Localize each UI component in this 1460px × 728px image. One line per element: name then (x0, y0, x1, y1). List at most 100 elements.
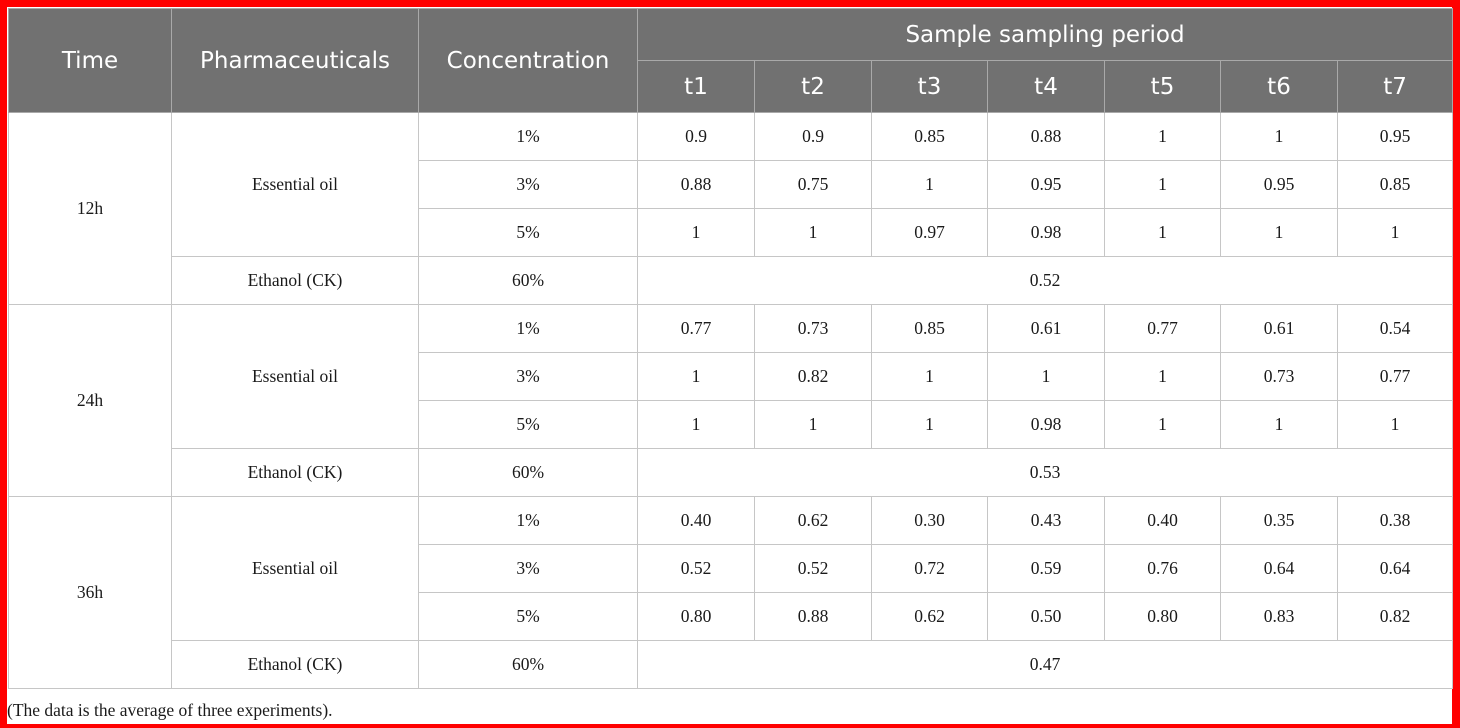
treatment-cell: Essential oil (171, 112, 419, 257)
value-cell: 1 (1104, 400, 1221, 449)
value-cell: 1 (637, 208, 755, 257)
time-cell: 36h (8, 496, 172, 689)
value-cell: 0.52 (754, 544, 872, 593)
value-cell: 1 (1220, 112, 1338, 161)
concentration-cell: 5% (418, 208, 638, 257)
table-row: 5% 0.80 0.88 0.62 0.50 0.80 0.83 0.82 (9, 592, 1454, 641)
table-header: Time Pharmaceuticals Concentration Sampl… (8, 8, 1454, 113)
table-row: 3% 0.88 0.75 1 0.95 1 0.95 0.85 (9, 160, 1454, 209)
value-cell: 1 (637, 352, 755, 401)
value-cell: 0.80 (1104, 592, 1221, 641)
value-cell: 0.73 (1220, 352, 1338, 401)
control-value-cell: 0.53 (636, 448, 1454, 497)
value-cell: 0.64 (1220, 544, 1338, 593)
value-cell: 0.40 (1104, 496, 1221, 545)
value-cell: 0.97 (871, 208, 988, 257)
value-cell: 0.80 (637, 592, 755, 641)
control-row: Ethanol (CK) 60% 0.52 (9, 256, 1454, 305)
table-footnote: (The data is the average of three experi… (7, 700, 333, 720)
value-cell: 1 (637, 400, 755, 449)
value-cell: 0.83 (1220, 592, 1338, 641)
value-cell: 0.82 (754, 352, 872, 401)
concentration-cell: 1% (418, 304, 638, 353)
header-row-periods: t1 t2 t3 t4 t5 t6 t7 (9, 60, 1454, 113)
concentration-cell: 3% (418, 544, 638, 593)
table-row: 36h Essential oil 1% 0.40 0.62 0.30 0.43… (8, 496, 1454, 689)
treatment-cell: Essential oil (171, 496, 419, 641)
value-cell: 0.77 (1336, 352, 1454, 401)
control-name-cell: Ethanol (CK) (171, 448, 419, 497)
header-period-t2: t2 (754, 60, 872, 113)
value-cell: 0.76 (1104, 544, 1221, 593)
value-cell: 0.98 (987, 208, 1105, 257)
time-cell: 12h (8, 112, 172, 305)
value-cell: 0.82 (1336, 592, 1454, 641)
control-concentration-cell: 60% (418, 256, 638, 305)
value-cell: 0.59 (987, 544, 1105, 593)
control-value-cell: 0.47 (636, 640, 1454, 689)
concentration-cell: 3% (418, 160, 638, 209)
table-body: 12h Essential oil 1% 0.9 0.9 0.85 0.88 1… (8, 112, 1454, 689)
value-cell: 0.75 (754, 160, 872, 209)
header-sampling-period: Sample sampling period (636, 8, 1454, 61)
value-cell: 0.62 (871, 592, 988, 641)
header-time: Time (8, 8, 172, 113)
control-name-cell: Ethanol (CK) (171, 256, 419, 305)
value-cell: 0.9 (637, 112, 755, 161)
value-cell: 0.85 (871, 112, 988, 161)
value-cell: 0.88 (987, 112, 1105, 161)
control-row: Ethanol (CK) 60% 0.53 (9, 448, 1454, 497)
table-row: 12h Essential oil 1% 0.9 0.9 0.85 0.88 1… (8, 112, 1454, 305)
value-cell: 0.43 (987, 496, 1105, 545)
header-concentration: Concentration (418, 8, 638, 113)
value-cell: 0.9 (754, 112, 872, 161)
header-period-t4: t4 (987, 60, 1105, 113)
value-cell: 0.88 (637, 160, 755, 209)
value-cell: 1 (871, 352, 988, 401)
value-cell: 1 (1104, 160, 1221, 209)
value-cell: 1 (754, 400, 872, 449)
treatment-cell: Essential oil (171, 304, 419, 449)
control-concentration-cell: 60% (418, 640, 638, 689)
value-cell: 0.77 (1104, 304, 1221, 353)
header-row-top: Time Pharmaceuticals Concentration Sampl… (8, 8, 1454, 113)
control-value-cell: 0.52 (636, 256, 1454, 305)
data-table: Time Pharmaceuticals Concentration Sampl… (8, 8, 1454, 689)
value-cell: 0.62 (754, 496, 872, 545)
header-period-t7: t7 (1336, 60, 1454, 113)
control-row: Ethanol (CK) 60% 0.47 (9, 640, 1454, 689)
control-name-cell: Ethanol (CK) (171, 640, 419, 689)
header-period-t5: t5 (1104, 60, 1221, 113)
value-cell: 0.50 (987, 592, 1105, 641)
concentration-cell: 5% (418, 400, 638, 449)
value-cell: 0.95 (1220, 160, 1338, 209)
value-cell: 1 (871, 400, 988, 449)
value-cell: 1 (1220, 400, 1338, 449)
value-cell: 1 (1104, 112, 1221, 161)
value-cell: 1 (1220, 208, 1338, 257)
value-cell: 1 (1336, 208, 1454, 257)
concentration-cell: 5% (418, 592, 638, 641)
value-cell: 0.38 (1336, 496, 1454, 545)
value-cell: 1 (871, 160, 988, 209)
value-cell: 0.95 (987, 160, 1105, 209)
value-cell: 1 (1336, 400, 1454, 449)
value-cell: 0.30 (871, 496, 988, 545)
value-cell: 0.77 (637, 304, 755, 353)
header-period-t6: t6 (1220, 60, 1338, 113)
value-cell: 0.88 (754, 592, 872, 641)
value-cell: 0.54 (1336, 304, 1454, 353)
value-cell: 1 (1104, 352, 1221, 401)
value-cell: 1 (1104, 208, 1221, 257)
value-cell: 0.52 (637, 544, 755, 593)
value-cell: 1 (987, 352, 1105, 401)
value-cell: 0.40 (637, 496, 755, 545)
value-cell: 0.95 (1336, 112, 1454, 161)
header-period-t3: t3 (871, 60, 988, 113)
value-cell: 0.85 (871, 304, 988, 353)
concentration-cell: 1% (418, 496, 638, 545)
value-cell: 0.72 (871, 544, 988, 593)
header-period-t1: t1 (637, 60, 755, 113)
header-pharmaceuticals: Pharmaceuticals (171, 8, 419, 113)
value-cell: 0.73 (754, 304, 872, 353)
